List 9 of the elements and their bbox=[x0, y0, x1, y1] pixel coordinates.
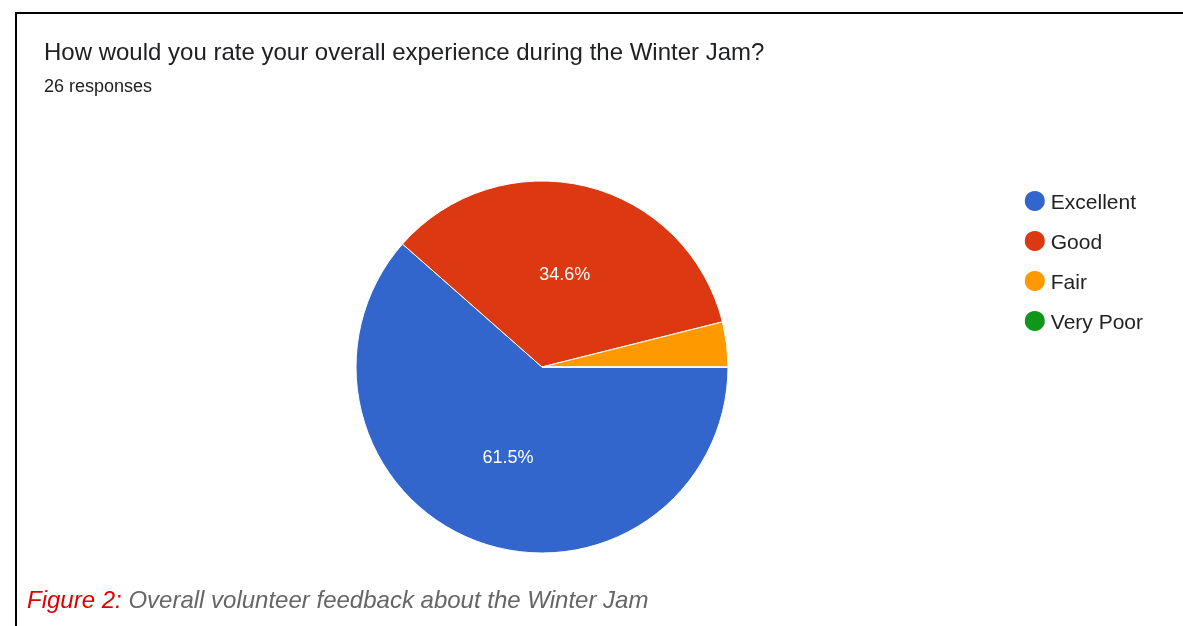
caption: Figure 2: Overall volunteer feedback about the Winter Jam bbox=[27, 586, 649, 613]
data-label: 61.5% bbox=[482, 446, 534, 467]
legend-label: Excellent bbox=[1050, 189, 1137, 213]
text: 26 responses bbox=[44, 76, 153, 96]
chart-title: How would you rate your overall experience during the Winter Jam? bbox=[44, 37, 765, 65]
legend-label: Fair bbox=[1050, 269, 1087, 293]
legend-label: Very Poor bbox=[1050, 309, 1144, 333]
data-label: 34.6% bbox=[539, 263, 591, 284]
legend-label: Good bbox=[1050, 229, 1103, 253]
